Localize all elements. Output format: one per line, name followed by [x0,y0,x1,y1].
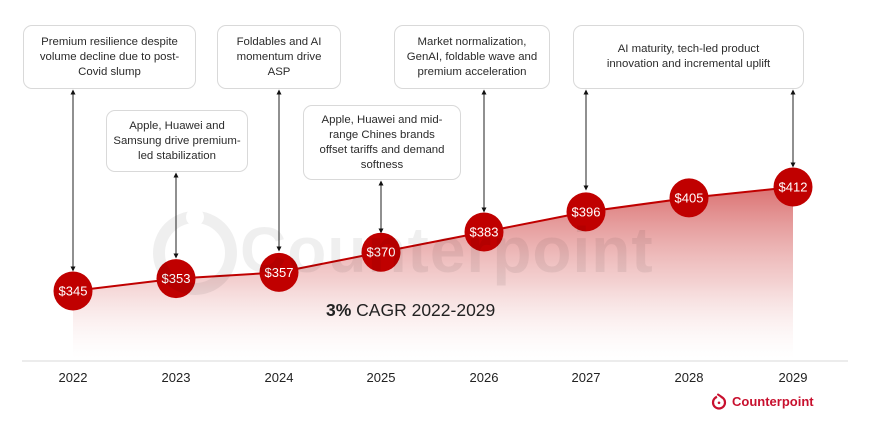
annotation-line: Apple, Huawei and mid- [321,113,443,126]
counterpoint-watermark-icon [153,208,237,295]
annotation-line: Samsung drive premium- [113,134,241,147]
annotation-box-2023: Apple, Huawei and Samsung drive premium-… [106,110,248,172]
x-tick-2027: 2027 [571,370,601,385]
annotation-line: AI maturity, tech-led product [617,43,760,55]
annotation-line: GenAI, foldable wave and [406,50,538,63]
data-label: $345 [59,284,88,299]
annotation-line: Covid slump [78,65,141,78]
annotation-box-2026: Market normalization, GenAI, foldable wa… [394,25,550,89]
data-marker-2025: $370 [361,232,401,272]
annotation-box-2022: Premium resilience despite volume declin… [23,25,196,89]
x-tick-2026: 2026 [469,370,499,385]
x-tick-2025: 2025 [366,370,396,385]
area-path [73,187,793,358]
annotation-line: premium acceleration [417,65,527,78]
annotation-line: softness [360,158,404,171]
data-marker-2028: $405 [669,178,709,218]
annotation-line: Foldables and AI [236,35,322,48]
annotation-line: momentum drive [236,50,322,63]
data-marker-2022: $345 [53,271,93,311]
brand-logo: Counterpoint [711,393,814,410]
annotation-line: led stabilization [138,149,216,162]
annotation-line: Apple, Huawei and [129,119,225,132]
data-marker-2023: $353 [156,259,196,299]
data-label: $353 [162,271,191,286]
annotation-line: Premium resilience despite [41,35,178,48]
x-tick-2029: 2029 [778,370,808,385]
annotation-box-2027-2029: AI maturity, tech-led product innovation… [573,25,804,89]
annotation-line: range Chines brands [329,128,435,141]
watermark-text: Counterpoint [240,214,654,286]
counterpoint-logo-icon [711,393,727,410]
x-tick-2028: 2028 [674,370,704,385]
data-label: $412 [779,180,808,195]
data-markers: $345 $353 $357 $370 $383 $396 $405 $412 [53,167,813,311]
annotation-line: volume decline due to post- [39,50,180,63]
annotation-line: ASP [267,65,291,78]
data-label: $405 [675,190,704,205]
data-marker-2027: $396 [566,192,606,232]
data-marker-2029: $412 [773,167,813,207]
connector-arrows [70,89,796,272]
annotation-box-2024: Foldables and AI momentum drive ASP [217,25,341,89]
x-tick-2024: 2024 [264,370,294,385]
annotation-line: offset tariffs and demand [319,143,445,156]
data-marker-2026: $383 [464,212,504,252]
annotation-line: Market normalization, [417,35,527,48]
cagr-label: CAGR 2022-2029 [351,300,496,320]
area-fill [73,187,793,358]
annotation-line: innovation and incremental uplift [606,58,771,70]
x-tick-2022: 2022 [58,370,88,385]
cagr-callout: 3% CAGR 2022-2029 [326,300,495,321]
brand-name: Counterpoint [732,394,814,409]
watermark: Counterpoint [150,205,654,295]
cagr-value: 3% [326,300,352,320]
x-tick-2023: 2023 [161,370,191,385]
data-label: $357 [265,265,294,280]
data-label: $396 [572,204,601,219]
annotation-box-2025: Apple, Huawei and mid- range Chines bran… [303,105,461,180]
data-label: $383 [470,225,499,240]
data-label: $370 [367,245,396,260]
data-marker-2024: $357 [259,252,299,292]
